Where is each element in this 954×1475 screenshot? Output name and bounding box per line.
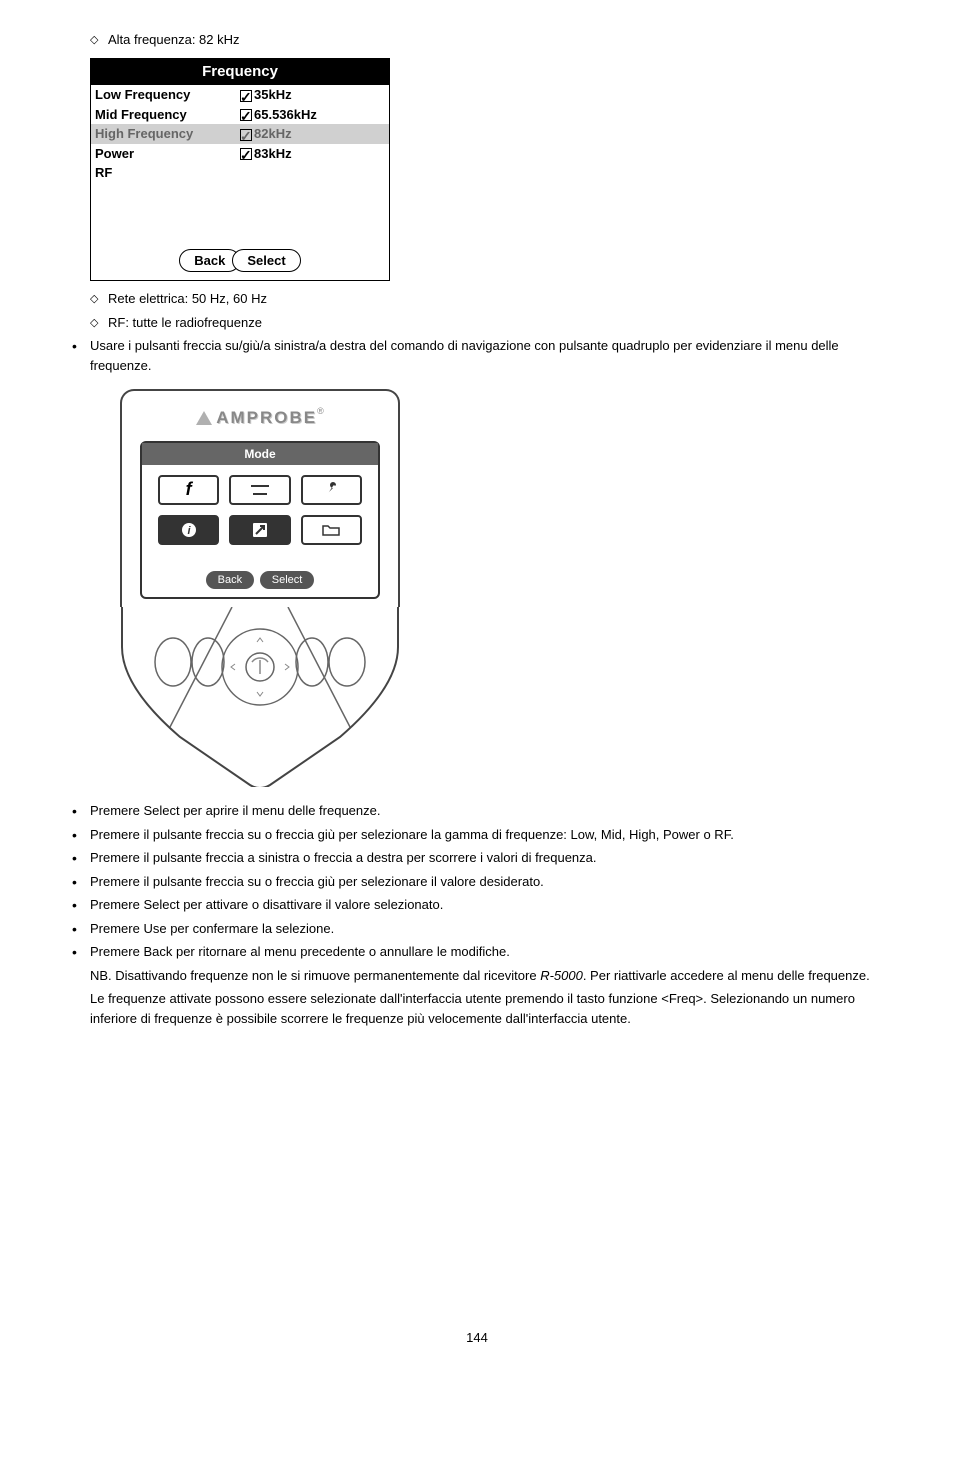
- mode-icon-folder: [301, 515, 362, 545]
- sub-item-rf: RF: tutte le radiofrequenze: [108, 313, 894, 333]
- freq-value-83: 83kHz: [254, 146, 292, 161]
- freq-value-82: 82kHz: [254, 126, 292, 141]
- freq-label-mid: Mid Frequency: [95, 105, 240, 125]
- brand-text: AMPROBE: [216, 408, 317, 427]
- mode-icon-frequency: f: [158, 475, 219, 505]
- freq-row-high-selected: High Frequency 82kHz: [91, 124, 389, 144]
- sub-item-high-freq: Alta frequenza: 82 kHz: [108, 30, 894, 50]
- bullet-back-cancel: Premere Back per ritornare al menu prece…: [90, 942, 894, 962]
- main-list-1: Usare i pulsanti freccia su/giù/a sinist…: [60, 336, 894, 375]
- back-button-figure: Back: [179, 249, 240, 273]
- mode-icon-info: i: [158, 515, 219, 545]
- page-number: 144: [60, 1328, 894, 1348]
- bullet-select-toggle: Premere Select per attivare o disattivar…: [90, 895, 894, 915]
- checkbox-icon: [240, 109, 252, 121]
- bullet-arrow-range: Premere il pulsante freccia su o freccia…: [90, 825, 894, 845]
- screen-back-button: Back: [206, 571, 254, 590]
- model-name: R-5000: [540, 968, 583, 983]
- frequency-footer: BackSelect: [91, 243, 389, 281]
- mode-icon-arrow: [229, 515, 290, 545]
- brand-triangle-icon: [196, 411, 212, 425]
- frequency-menu-figure: Frequency Low Frequency 35kHz Mid Freque…: [90, 58, 390, 282]
- bullet-arrow-desired: Premere il pulsante freccia su o freccia…: [90, 872, 894, 892]
- freq-value-65: 65.536kHz: [254, 107, 317, 122]
- device-keypad: [120, 607, 400, 787]
- screen-select-button: Select: [260, 571, 315, 590]
- freq-row-low: Low Frequency 35kHz: [91, 85, 389, 105]
- device-screen: Mode f i: [140, 441, 380, 600]
- registered-icon: ®: [317, 406, 324, 416]
- bullet-navigation-hint: Usare i pulsanti freccia su/giù/a sinist…: [90, 336, 894, 375]
- freq-value-35: 35kHz: [254, 87, 292, 102]
- checkbox-icon: [240, 90, 252, 102]
- mode-icon-lines: [229, 475, 290, 505]
- bullet-arrow-values: Premere il pulsante freccia a sinistra o…: [90, 848, 894, 868]
- sub-list-1: Alta frequenza: 82 kHz: [60, 30, 894, 50]
- note-deactivate: NB. Disattivando frequenze non le si rim…: [60, 966, 894, 986]
- main-list-2: Premere Select per aprire il menu delle …: [60, 801, 894, 962]
- checkbox-icon: [240, 129, 252, 141]
- checkbox-icon: [240, 148, 252, 160]
- device-figure: AMPROBE® Mode f i: [120, 389, 894, 787]
- note-activated-freq: Le frequenze attivate possono essere sel…: [60, 989, 894, 1028]
- sub-item-rete: Rete elettrica: 50 Hz, 60 Hz: [108, 289, 894, 309]
- bullet-use-confirm: Premere Use per confermare la selezione.: [90, 919, 894, 939]
- freq-label-low: Low Frequency: [95, 85, 240, 105]
- freq-label-rf: RF: [95, 163, 240, 183]
- screen-mode-header: Mode: [142, 443, 378, 465]
- freq-row-mid: Mid Frequency 65.536kHz: [91, 105, 389, 125]
- freq-label-high: High Frequency: [95, 124, 240, 144]
- mode-icon-wrench: [301, 475, 362, 505]
- sub-list-2: Rete elettrica: 50 Hz, 60 Hz RF: tutte l…: [60, 289, 894, 332]
- freq-row-power: Power 83kHz: [91, 144, 389, 164]
- bullet-select-open: Premere Select per aprire il menu delle …: [90, 801, 894, 821]
- select-button-figure: Select: [232, 249, 300, 273]
- freq-label-power: Power: [95, 144, 240, 164]
- frequency-header: Frequency: [91, 59, 389, 86]
- device-brand: AMPROBE®: [140, 405, 380, 431]
